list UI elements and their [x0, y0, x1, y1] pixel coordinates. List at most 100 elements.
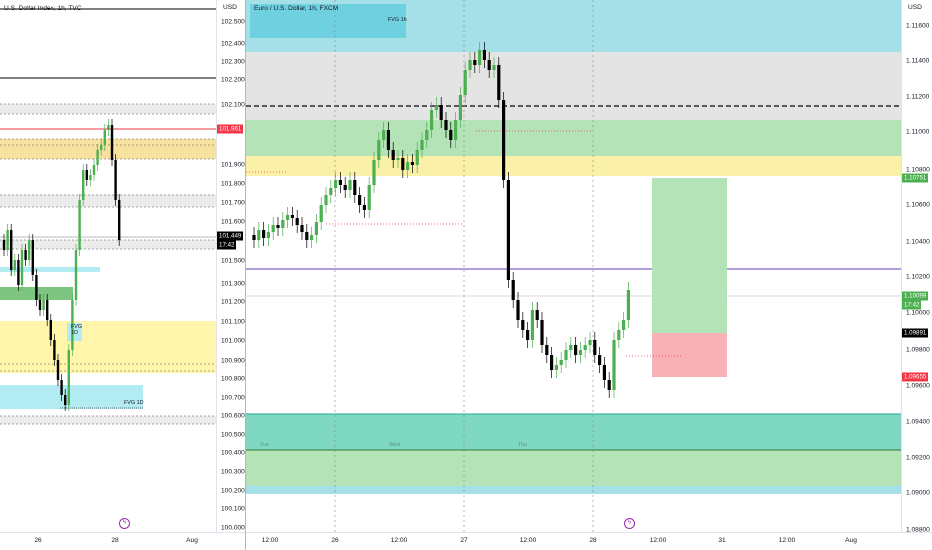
candle-body — [46, 300, 49, 320]
dxy-price-label-last: 101.449 — [217, 231, 244, 241]
candle-body — [89, 175, 92, 180]
candle-body — [49, 320, 52, 340]
candle-body — [425, 130, 429, 140]
candle-body — [540, 320, 544, 345]
candle-body — [334, 180, 338, 188]
eurusd-price-label-black: 1.09891 — [902, 328, 929, 338]
dxy-y-tick: 101.600 — [221, 218, 245, 226]
eurusd-x-tick: Aug — [845, 537, 857, 544]
candle-body — [290, 215, 294, 218]
dxy-plot-area[interactable]: FVG 1D FVG 1D ϟ — [0, 0, 216, 532]
pane-divider[interactable] — [245, 0, 246, 550]
eurusd-price-axis[interactable]: USD 1.11600 1.11400 1.11200 1.11000 1.10800 1… — [901, 0, 932, 534]
eurusd-y-tick: 1.10800 — [906, 166, 930, 174]
candle-body — [96, 150, 99, 165]
candle-body — [502, 100, 506, 180]
candle-body — [60, 380, 63, 395]
candle-body — [85, 170, 88, 180]
candle-body — [612, 340, 616, 390]
dxy-time-axis[interactable]: 26 28 Aug — [0, 532, 246, 550]
candle-body — [257, 230, 261, 240]
eurusd-chart-pane[interactable]: FVG 1h Tue Wed Thu ϟ Euro / U.S. Dollar,… — [246, 0, 932, 550]
candle-body — [415, 150, 419, 165]
candle-body — [521, 320, 525, 330]
day-label-tue: Tue — [260, 442, 270, 448]
candle-body — [396, 158, 400, 160]
candle-body — [310, 235, 314, 240]
lightning-icon[interactable]: ϟ — [119, 518, 130, 529]
candle-body — [617, 330, 621, 340]
candle-body — [17, 260, 20, 285]
candle-body — [300, 225, 304, 232]
eurusd-x-tick: 26 — [331, 537, 339, 544]
candle-body — [545, 345, 549, 355]
dxy-chart-pane[interactable]: FVG 1D FVG 1D ϟ U.S. Dollar Index, 1h, T… — [0, 0, 246, 550]
candle-body — [262, 230, 266, 238]
eurusd-y-tick: 1.11000 — [906, 128, 930, 136]
candle-body — [24, 250, 27, 260]
dxy-fvg-label-small: FVG 1D — [71, 324, 83, 336]
eurusd-plot-area[interactable]: FVG 1h Tue Wed Thu ϟ — [246, 0, 901, 532]
dxy-y-tick: 102.400 — [221, 40, 245, 48]
dxy-y-tick: 100.600 — [221, 412, 245, 420]
candle-body — [35, 275, 38, 300]
candle-body — [482, 50, 486, 60]
candle-body — [78, 200, 81, 250]
candle-body — [295, 218, 299, 225]
dxy-y-tick: 101.700 — [221, 199, 245, 207]
dxy-chart-title: U.S. Dollar Index, 1h, TVC — [4, 5, 82, 12]
candle-body — [468, 60, 472, 70]
eurusd-x-tick: 12:00 — [261, 537, 279, 544]
eurusd-currency-label: USD — [908, 4, 922, 11]
dxy-y-tick: 101.100 — [221, 318, 245, 326]
dxy-price-label-red: 101.961 — [217, 124, 244, 134]
candle-body — [444, 120, 448, 130]
candle-body — [526, 330, 530, 340]
candle-body — [56, 360, 60, 380]
eurusd-y-tick: 1.10000 — [906, 309, 930, 317]
candle-body — [103, 130, 106, 145]
candle-body — [497, 65, 501, 100]
candle-body — [516, 300, 520, 320]
candle-body — [391, 150, 395, 160]
eurusd-candles — [252, 42, 630, 398]
dxy-y-tick: 100.000 — [221, 524, 245, 532]
candle-body — [324, 195, 328, 205]
candle-body — [348, 180, 352, 190]
candle-body — [74, 250, 78, 300]
dxy-y-tick: 100.500 — [221, 431, 245, 439]
candle-body — [10, 230, 13, 270]
dxy-price-axis[interactable]: USD 102.500 102.400 102.300 102.200 102.100 1… — [216, 0, 246, 532]
candle-body — [588, 340, 592, 345]
eurusd-time-axis[interactable]: 12:00 26 12:00 27 12:00 28 12:00 31 12:00 Aug — [246, 532, 932, 550]
candle-body — [362, 205, 366, 210]
dxy-price-label-time: 17:42 — [217, 240, 237, 250]
dxy-x-tick: 28 — [111, 537, 119, 544]
candle-body — [343, 185, 347, 190]
eurusd-y-tick: 1.09400 — [906, 418, 930, 426]
candle-body — [420, 140, 424, 150]
candle-body — [535, 310, 539, 320]
candle-body — [430, 110, 434, 130]
eurusd-price-label-red: 1.09655 — [902, 372, 929, 382]
candle-body — [574, 345, 578, 355]
candle-body — [434, 105, 438, 110]
lightning-icon[interactable]: ϟ — [624, 518, 635, 529]
candle-body — [28, 240, 31, 260]
candle-body — [353, 180, 357, 195]
eurusd-chart-title: Euro / U.S. Dollar, 1h, FXCM — [254, 5, 339, 12]
candle-body — [506, 180, 510, 280]
candle-body — [319, 205, 323, 222]
dxy-y-tick: 100.800 — [221, 375, 245, 383]
candle-body — [114, 160, 117, 200]
dxy-y-tick: 100.300 — [221, 468, 245, 476]
dxy-y-tick: 102.500 — [221, 18, 245, 26]
candle-body — [358, 195, 362, 205]
candle-body — [2, 240, 6, 250]
candle-body — [82, 170, 85, 200]
candle-body — [20, 250, 24, 285]
candle-body — [602, 365, 606, 380]
eurusd-price-label-last: 1.10099 — [902, 291, 929, 301]
eurusd-y-tick: 1.10200 — [906, 273, 930, 281]
dxy-fvg-label: FVG 1D — [124, 400, 144, 406]
